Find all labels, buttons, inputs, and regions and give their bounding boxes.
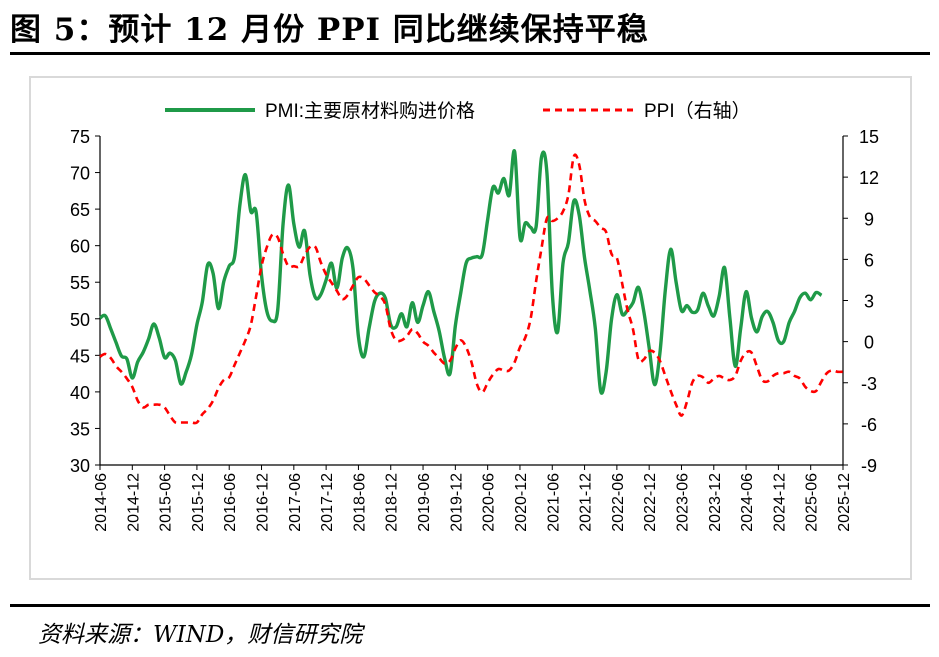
legend-label-ppi: PPI（右轴） [644, 100, 751, 122]
x-tick-label: 2022-06 [610, 473, 627, 532]
x-tick-label: 2025-06 [804, 473, 821, 532]
y-right-tick-label: 15 [859, 127, 879, 147]
x-tick-label: 2017-12 [319, 473, 336, 532]
x-tick-label: 2019-06 [416, 473, 433, 532]
y-right-tick-label: 3 [864, 292, 874, 312]
y-left-tick-label: 30 [70, 456, 90, 476]
x-tick-label: 2019-12 [448, 473, 465, 532]
series-line-ppi [99, 153, 844, 425]
y-right-tick-label: -6 [861, 415, 877, 435]
x-tick-label: 2023-12 [707, 473, 724, 532]
source-rule [10, 604, 930, 607]
source-note: 资料来源：WIND，财信研究院 [38, 622, 363, 648]
x-tick-label: 2021-12 [578, 473, 595, 532]
y-left-tick-label: 35 [70, 419, 90, 439]
legend-label-pmi: PMI:主要原材料购进价格 [265, 100, 475, 122]
x-tick-label: 2016-06 [222, 473, 239, 532]
x-tick-label: 2025-12 [836, 473, 853, 532]
y-left-tick-label: 45 [70, 346, 90, 366]
x-tick-label: 2024-12 [771, 473, 788, 532]
legend: PMI:主要原材料购进价格 PPI（右轴） [165, 100, 751, 122]
x-tick-label: 2018-12 [384, 473, 401, 532]
figure-title: 图 5：预计 12 月份 PPI 同比继续保持平稳 [10, 12, 649, 48]
y-left-tick-label: 50 [70, 310, 90, 330]
y-left-tick-label: 70 [70, 164, 90, 184]
x-tick-label: 2016-12 [255, 473, 272, 532]
y-right-tick-label: -3 [861, 374, 877, 394]
y-right-tick-label: 6 [864, 250, 874, 270]
x-tick-label: 2020-12 [513, 473, 530, 532]
title-rule [10, 52, 930, 55]
x-tick-label: 2017-06 [287, 473, 304, 532]
y-left-tick-label: 55 [70, 273, 90, 293]
series-lines [99, 149, 844, 425]
y-right-tick-label: 12 [859, 168, 879, 188]
y-right-tick-label: 9 [864, 209, 874, 229]
x-tick-label: 2022-12 [642, 473, 659, 532]
x-tick-label: 2015-12 [190, 473, 207, 532]
axes: 30 35 40 45 50 55 60 65 70 75 -9 -6 -3 0 3 6 9 12 15 2014-0… [70, 127, 879, 532]
y-left-tick-label: 40 [70, 383, 90, 403]
y-right-tick-label: 0 [864, 333, 874, 353]
y-left-tick-label: 65 [70, 200, 90, 220]
x-tick-label: 2014-06 [93, 473, 110, 532]
chart-frame [29, 76, 912, 580]
x-tick-label: 2024-06 [739, 473, 756, 532]
x-tick-label: 2020-06 [481, 473, 498, 532]
x-tick-label: 2021-06 [545, 473, 562, 532]
x-tick-label: 2023-06 [674, 473, 691, 532]
y-left-tick-label: 75 [70, 127, 90, 147]
x-tick-label: 2015-06 [158, 473, 175, 532]
x-tick-label: 2014-12 [125, 473, 142, 532]
y-right-tick-label: -9 [861, 456, 877, 476]
y-left-tick-label: 60 [70, 237, 90, 257]
series-line-pmi [99, 149, 823, 395]
x-tick-label: 2018-06 [351, 473, 368, 532]
